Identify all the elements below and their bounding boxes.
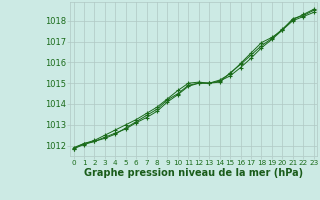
X-axis label: Graphe pression niveau de la mer (hPa): Graphe pression niveau de la mer (hPa) xyxy=(84,168,303,178)
